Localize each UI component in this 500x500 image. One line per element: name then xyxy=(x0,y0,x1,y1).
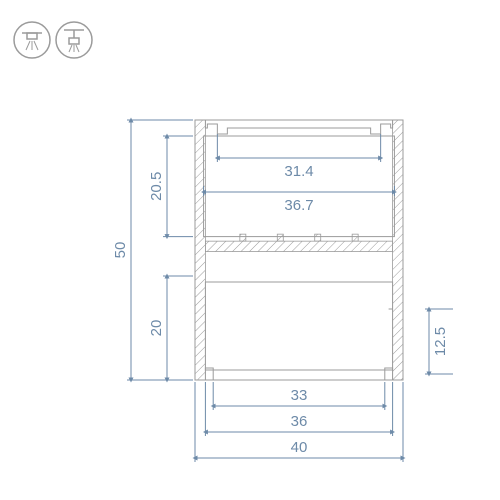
dim-upper-chamber-label: 36.7 xyxy=(284,197,313,214)
dim-pocket-h: 12.5 xyxy=(425,309,453,374)
dim-overall-h: 50 xyxy=(112,120,193,380)
dim-top-slot-label: 31.4 xyxy=(284,163,313,180)
dim-lower-h: 20 xyxy=(148,276,193,380)
dim-overall-w-label: 40 xyxy=(291,439,308,456)
downlight-icon xyxy=(14,22,50,58)
dim-opening: 33 xyxy=(213,382,385,410)
dim-top-slot: 31.4 xyxy=(217,134,380,180)
dim-upper-chamber: 36.7 xyxy=(204,186,395,214)
profile-section xyxy=(195,120,403,380)
dim-pocket-h-label: 12.5 xyxy=(432,327,449,356)
dim-inner-label: 36 xyxy=(291,413,308,430)
dim-opening-label: 33 xyxy=(291,387,308,404)
dim-lower-h-label: 20 xyxy=(148,320,165,337)
pendant-icon xyxy=(56,22,92,58)
dim-overall-h-label: 50 xyxy=(112,242,129,259)
dim-upper-h-label: 20.5 xyxy=(148,172,165,201)
dim-upper-h: 20.5 xyxy=(148,136,193,237)
